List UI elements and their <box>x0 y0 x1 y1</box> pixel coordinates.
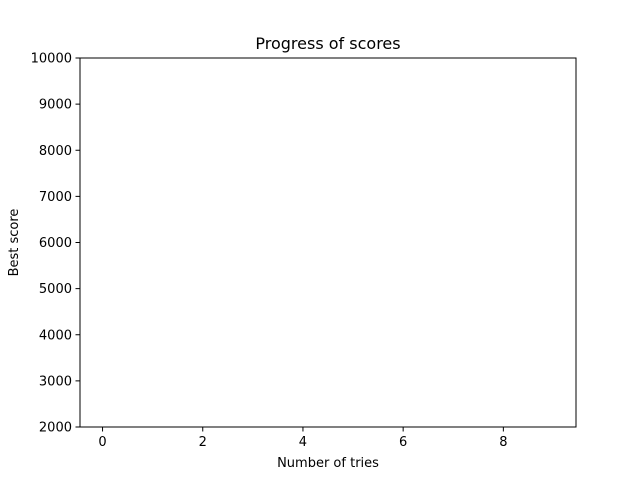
y-tick-label: 10000 <box>31 52 72 67</box>
y-axis-ticks: 2000 3000 4000 5000 6000 7000 8000 9000 10000 <box>31 52 80 436</box>
chart-title: Progress of scores <box>255 34 400 53</box>
y-tick-label: 6000 <box>39 236 72 251</box>
y-tick-label: 8000 <box>39 144 72 159</box>
y-tick-label: 9000 <box>39 98 72 113</box>
y-tick-label: 5000 <box>39 282 72 297</box>
y-tick-label: 2000 <box>39 421 72 436</box>
x-axis-label: Number of tries <box>277 456 379 471</box>
plot-area <box>80 58 576 427</box>
y-axis-label: Best score <box>7 209 22 277</box>
x-tick-label: 2 <box>199 435 207 450</box>
y-tick-label: 4000 <box>39 328 72 343</box>
x-tick-label: 0 <box>98 435 106 450</box>
y-tick-label: 3000 <box>39 374 72 389</box>
x-tick-label: 6 <box>399 435 407 450</box>
y-tick-label: 7000 <box>39 190 72 205</box>
x-tick-label: 4 <box>299 435 307 450</box>
x-tick-label: 8 <box>499 435 507 450</box>
x-axis-ticks: 0 2 4 6 8 <box>98 427 507 450</box>
